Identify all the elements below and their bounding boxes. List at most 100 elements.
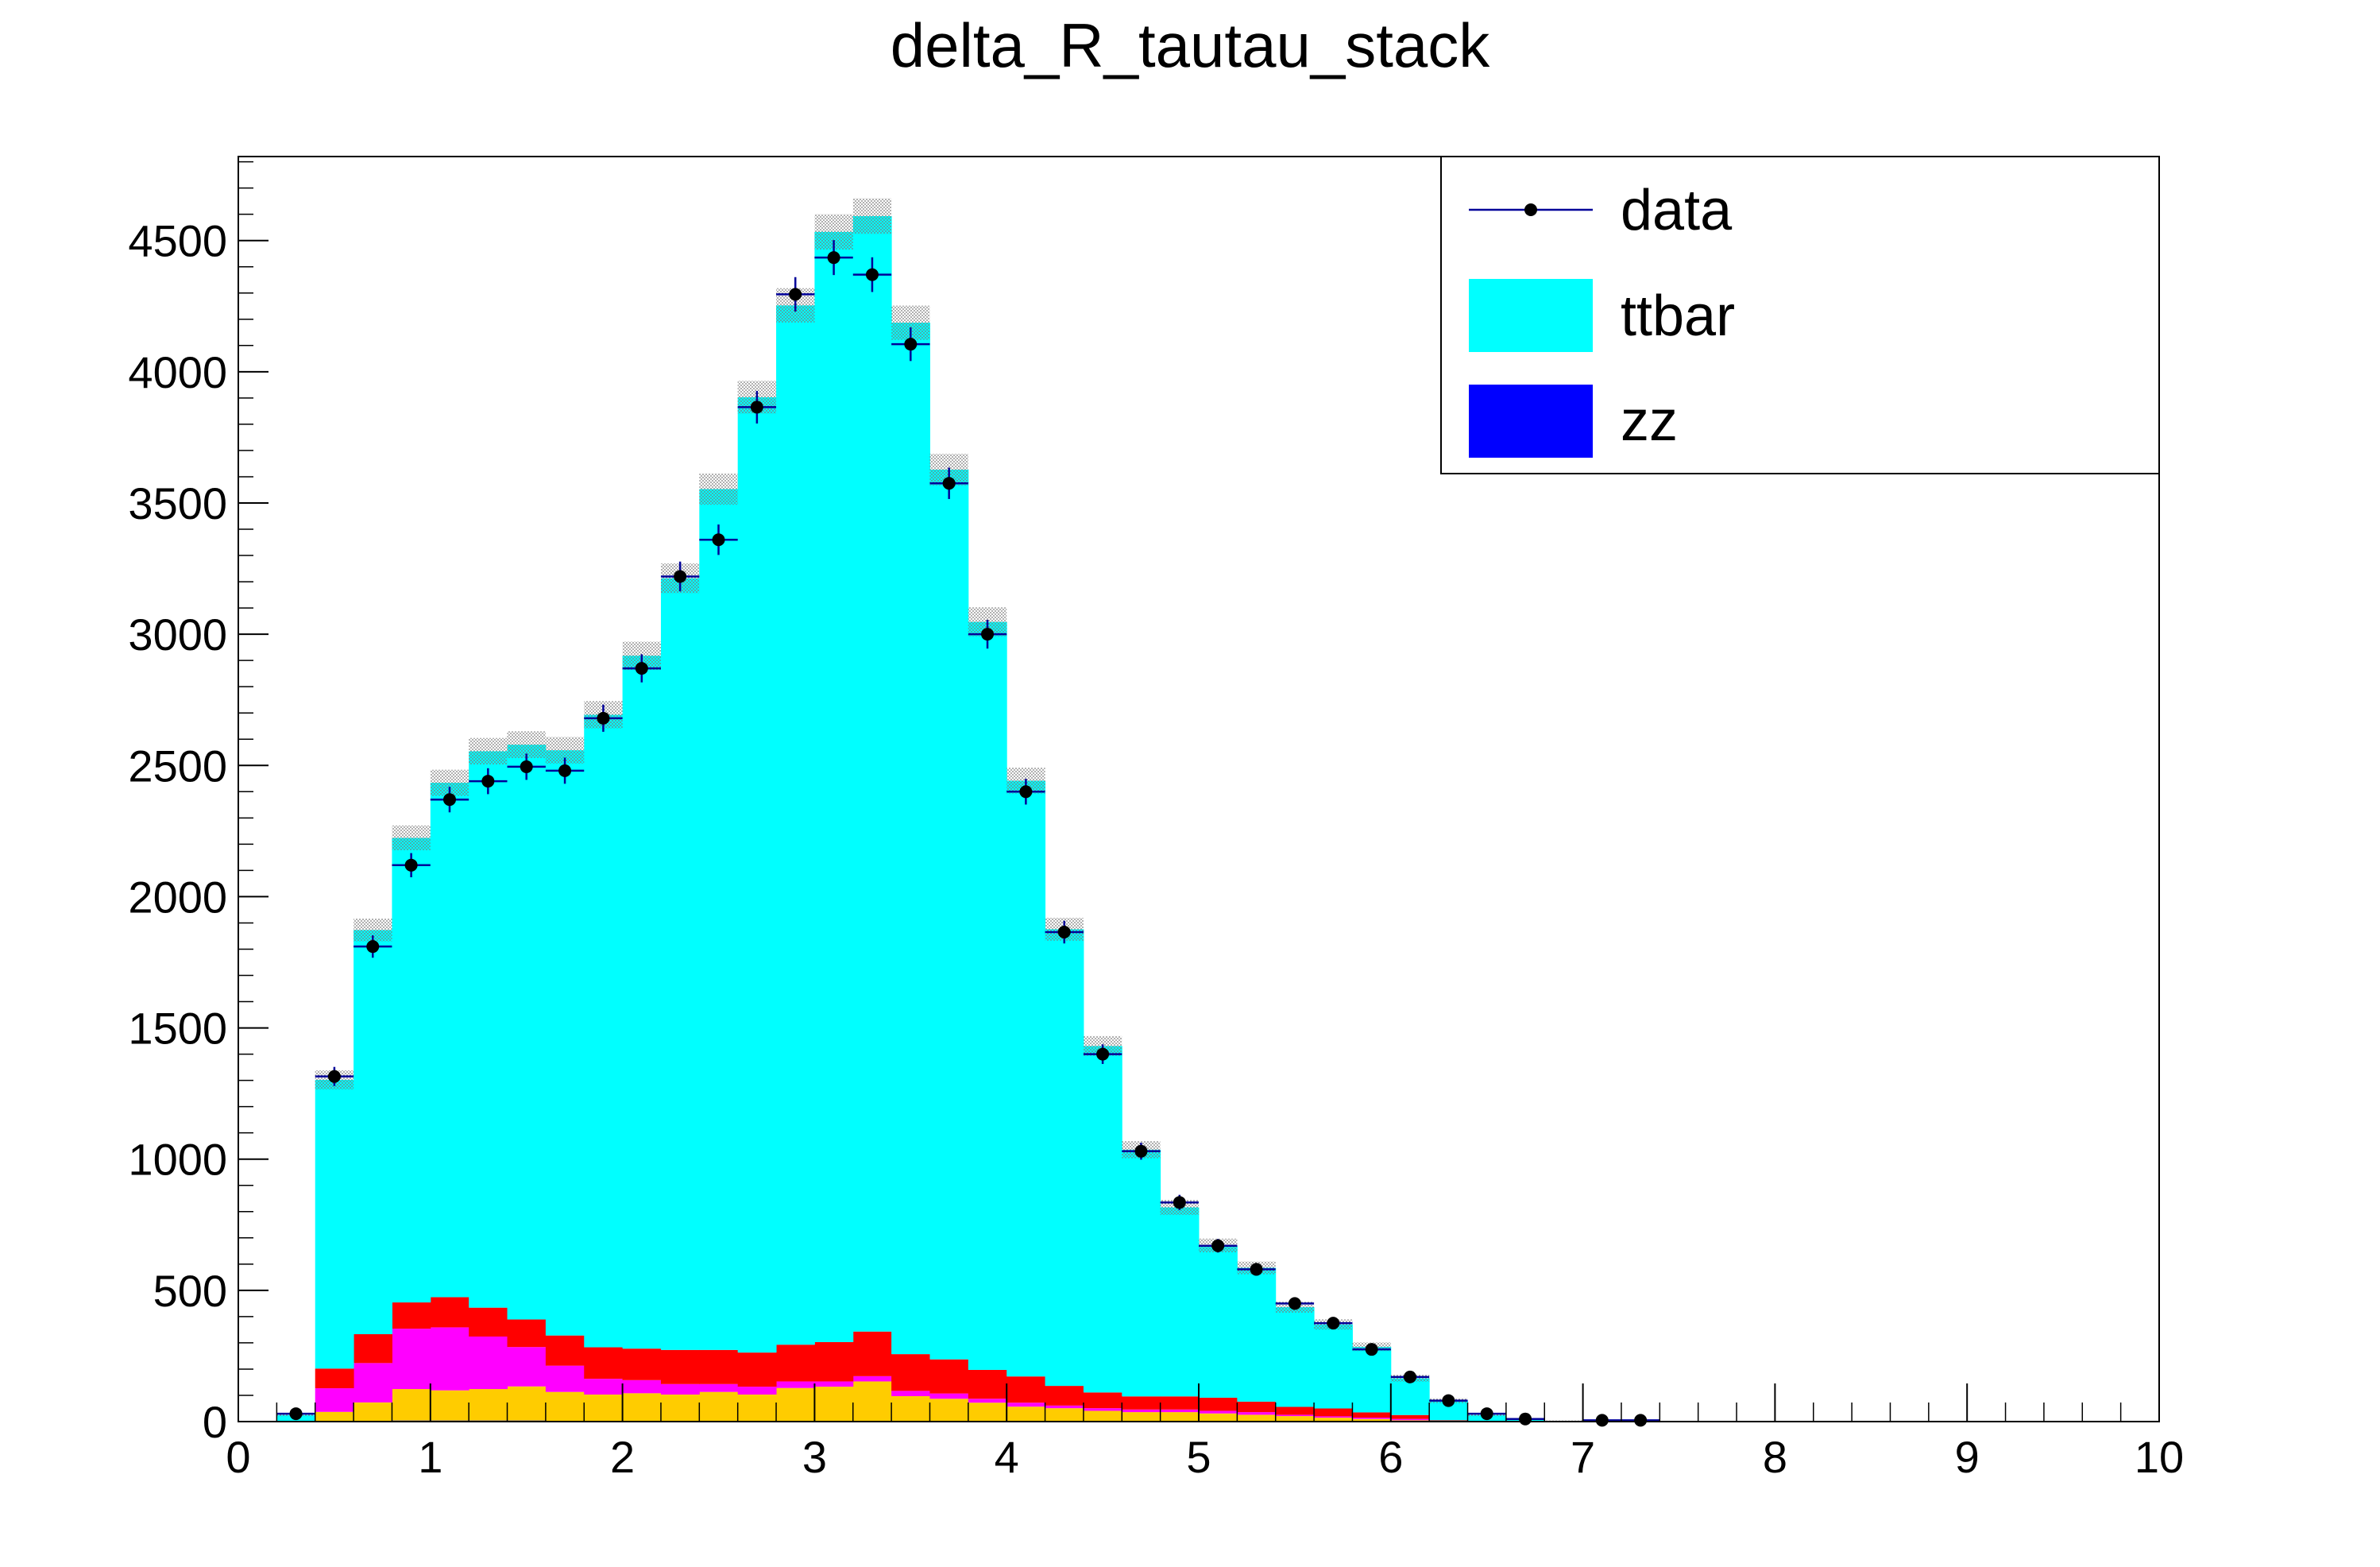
x-tick-label-10: 10	[2135, 1432, 2184, 1482]
bar-segment-2-15	[852, 1375, 892, 1382]
bar-segment-3-5	[469, 1307, 508, 1337]
y-axis: 0 500 1000 1500 2000 2500 3000 3500 4000 4500	[128, 161, 269, 1447]
bar-segment-2-5	[469, 1336, 508, 1390]
data-point-20	[1045, 920, 1084, 944]
x-tick-label-0: 0	[226, 1432, 250, 1482]
data-point-31	[1467, 1407, 1506, 1421]
bar-segment-2-22	[1122, 1409, 1161, 1413]
bar-segment-4-26	[1275, 1306, 1315, 1407]
data-point-30	[1429, 1394, 1468, 1407]
bar-segment-1-8	[584, 1394, 624, 1422]
bar-segment-4-18	[968, 621, 1007, 1370]
bar-segment-3-19	[1006, 1376, 1046, 1403]
bar-segment-1-13	[776, 1387, 815, 1422]
bar-segment-2-12	[737, 1387, 777, 1395]
bar-segment-3-16	[891, 1354, 930, 1391]
data-point-2	[354, 935, 392, 958]
bar-segment-2-2	[354, 1363, 392, 1403]
stacked-bars	[276, 215, 1584, 1422]
data-point-27	[1314, 1317, 1353, 1330]
bar-segment-3-15	[852, 1331, 892, 1376]
y-tick-label-8: 4000	[128, 347, 227, 397]
bar-segment-4-29	[1390, 1378, 1430, 1415]
data-point-12	[737, 390, 777, 424]
data-point-26	[1275, 1297, 1315, 1310]
y-tick-label-1: 500	[153, 1266, 227, 1316]
legend-data-marker	[1524, 203, 1537, 216]
uncertainty-band-3	[392, 825, 431, 851]
data-point-34	[1621, 1414, 1660, 1427]
bar-segment-4-14	[814, 231, 854, 1342]
bar-segment-3-13	[776, 1345, 815, 1382]
data-point-19	[1006, 779, 1045, 805]
bar-segment-4-25	[1237, 1267, 1277, 1402]
x-tick-label-8: 8	[1763, 1432, 1787, 1482]
data-point-33	[1582, 1414, 1621, 1427]
bar-segment-4-6	[507, 745, 547, 1320]
legend-label-zz: zz	[1621, 389, 1678, 453]
bar-segment-3-8	[584, 1347, 624, 1379]
bar-segment-1-4	[430, 1390, 469, 1421]
bar-segment-2-3	[392, 1329, 431, 1390]
y-tick-label-5: 2500	[128, 741, 227, 791]
bar-segment-1-27	[1314, 1418, 1353, 1422]
bar-segment-1-12	[737, 1394, 777, 1422]
bar-segment-3-6	[507, 1319, 547, 1348]
data-point-9	[622, 654, 661, 683]
bar-segment-3-4	[430, 1297, 469, 1328]
bar-segment-1-25	[1237, 1414, 1277, 1422]
data-point-16	[891, 327, 930, 362]
y-tick-label-3: 1500	[128, 1004, 227, 1054]
data-point-21	[1083, 1044, 1122, 1064]
bar-segment-3-25	[1237, 1401, 1277, 1413]
data-point-18	[968, 620, 1007, 649]
bar-segment-2-11	[699, 1383, 739, 1392]
legend-label-ttbar: ttbar	[1621, 284, 1735, 348]
bar-segment-4-12	[737, 397, 777, 1353]
bar-segment-1-28	[1352, 1418, 1392, 1422]
data-point-13	[776, 277, 815, 312]
data-point-15	[852, 257, 892, 292]
bar-segment-3-9	[622, 1348, 662, 1380]
bar-segment-1-14	[814, 1387, 854, 1422]
bar-segment-1-26	[1275, 1416, 1315, 1422]
bar-segment-1-7	[545, 1391, 585, 1422]
bar-segment-2-6	[507, 1347, 547, 1387]
bar-segment-2-14	[814, 1381, 854, 1387]
bar-segment-4-4	[430, 783, 469, 1298]
bar-segment-4-23	[1160, 1207, 1200, 1397]
data-point-1	[315, 1066, 354, 1086]
x-tick-label-9: 9	[1955, 1432, 1980, 1482]
bar-segment-2-7	[545, 1365, 585, 1392]
uncertainty-band-11	[699, 473, 738, 505]
bar-segment-4-16	[891, 323, 930, 1355]
bar-segment-1-19	[1006, 1406, 1046, 1422]
bar-segment-2-23	[1160, 1409, 1200, 1413]
x-tick-label-3: 3	[802, 1432, 827, 1482]
bar-segment-4-11	[699, 489, 739, 1350]
data-point-29	[1390, 1370, 1430, 1383]
bar-segment-4-13	[776, 305, 815, 1345]
y-tick-label-0: 0	[203, 1397, 227, 1447]
x-tick-label-1: 1	[418, 1432, 442, 1482]
bar-segment-4-10	[660, 578, 700, 1350]
bar-segment-3-22	[1122, 1396, 1161, 1410]
bar-segment-3-10	[660, 1349, 700, 1384]
bar-segment-4-3	[392, 838, 431, 1303]
bar-segment-3-29	[1390, 1414, 1430, 1419]
uncertainty-band-15	[852, 198, 892, 234]
bar-segment-4-19	[1006, 780, 1046, 1377]
bar-segment-3-20	[1045, 1386, 1084, 1406]
x-tick-label-4: 4	[995, 1432, 1019, 1482]
uncertainty-band-5	[469, 737, 508, 765]
bar-segment-4-2	[354, 930, 392, 1335]
bar-segment-3-23	[1160, 1396, 1200, 1410]
bar-segment-1-10	[660, 1394, 700, 1422]
bar-segment-4-22	[1122, 1149, 1161, 1397]
data-point-14	[814, 240, 853, 276]
y-tick-label-2: 1000	[128, 1135, 227, 1185]
x-tick-label-2: 2	[610, 1432, 635, 1482]
legend-label-data: data	[1621, 179, 1733, 242]
data-point-7	[545, 757, 585, 784]
